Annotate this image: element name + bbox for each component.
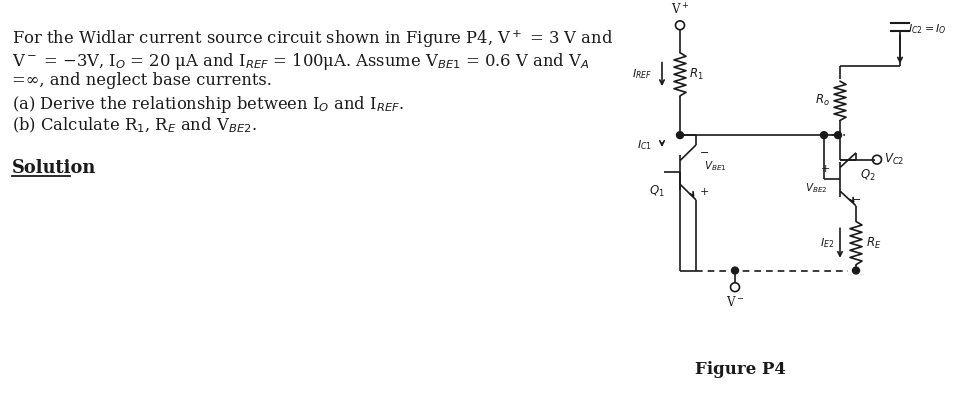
Text: $V_{C2}$: $V_{C2}$ [884,152,904,167]
Text: $Q_1$: $Q_1$ [649,184,665,199]
Text: Solution: Solution [12,159,97,177]
Text: Figure P4: Figure P4 [694,361,786,378]
Circle shape [731,267,738,274]
Text: For the Widlar current source circuit shown in Figure P4, V$^+$ = 3 V and: For the Widlar current source circuit sh… [12,29,613,51]
Text: $I_{E2}$: $I_{E2}$ [820,236,834,250]
Circle shape [835,132,841,139]
Text: $R_o$: $R_o$ [815,93,830,108]
Text: $I_{REF}$: $I_{REF}$ [632,67,652,81]
Text: $V_{BE2}$: $V_{BE2}$ [805,181,828,195]
Text: −: − [700,148,710,158]
Text: V$^-$: V$^-$ [725,295,744,309]
Text: (a) Derive the relationship between I$_O$ and I$_{REF}$.: (a) Derive the relationship between I$_O… [12,94,404,115]
Text: $I_{C1}$: $I_{C1}$ [637,138,652,152]
Text: +: + [700,187,710,197]
Text: $Q_2$: $Q_2$ [860,168,876,183]
Text: $R_E$: $R_E$ [866,235,881,251]
Text: $V_{BE1}$: $V_{BE1}$ [704,160,726,173]
Text: −: − [852,195,861,205]
Text: =∞, and neglect base currents.: =∞, and neglect base currents. [12,72,272,89]
Text: (b) Calculate R$_1$, R$_E$ and V$_{BE2}$.: (b) Calculate R$_1$, R$_E$ and V$_{BE2}$… [12,115,256,135]
Text: +: + [820,164,830,174]
Text: $R_1$: $R_1$ [689,67,704,82]
Circle shape [677,132,683,139]
Text: $I_{C2} = I_O$: $I_{C2} = I_O$ [908,22,947,36]
Circle shape [821,132,828,139]
Text: V$^+$: V$^+$ [671,2,689,17]
Text: V$^-$ = −3V, I$_O$ = 20 μA and I$_{REF}$ = 100μA. Assume V$_{BE1}$ = 0.6 V and V: V$^-$ = −3V, I$_O$ = 20 μA and I$_{REF}$… [12,51,590,72]
Circle shape [852,267,860,274]
